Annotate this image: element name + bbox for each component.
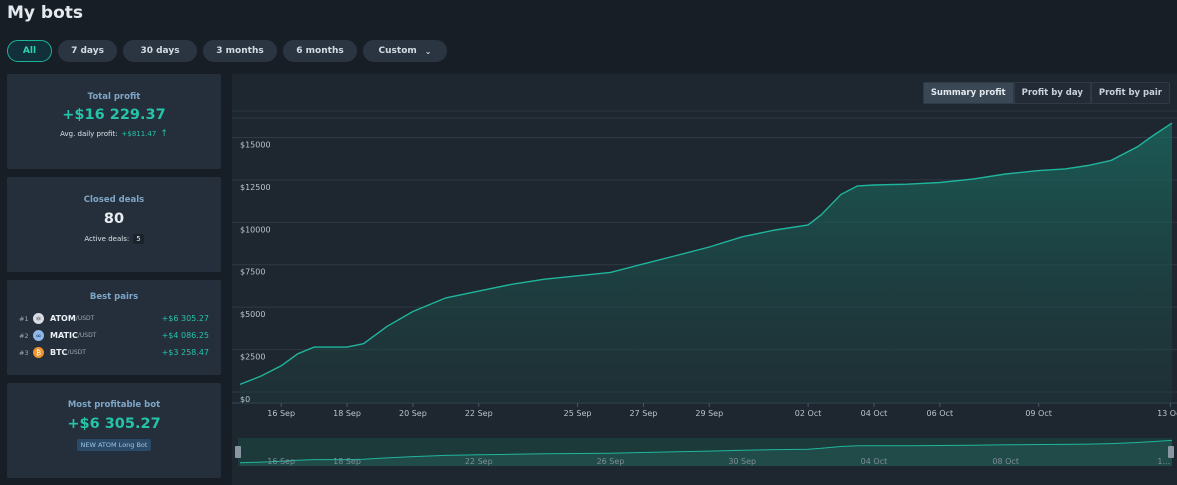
- y-tick-label: $0: [240, 395, 250, 404]
- navigator-left-handle: [235, 446, 241, 458]
- chart-tabs: Summary profit Profit by day Profit by p…: [922, 82, 1170, 104]
- most-profitable-value: +$6 305.27: [67, 416, 161, 432]
- avg-daily-profit: Avg. daily profit: +$811.47 ↑: [60, 129, 168, 139]
- bot-name-badge[interactable]: NEW ATOM Long Bot: [76, 439, 152, 451]
- filter-30-days-button[interactable]: 30 days: [123, 40, 197, 62]
- chevron-down-icon: ⌄: [424, 46, 432, 56]
- summary-profit-chart[interactable]: $0 $2500 $5000 $7500 $10000 $12500 $15000 16 S…: [232, 74, 1177, 485]
- x-tick-label: 22 Sep: [465, 409, 493, 418]
- x-tick-label: 29 Sep: [695, 409, 723, 418]
- total-profit-title: Total profit: [87, 92, 141, 102]
- arrow-up-icon: ↑: [160, 129, 168, 139]
- most-profitable-bot-card: Most profitable bot +$6 305.27 NEW ATOM …: [7, 383, 221, 478]
- navigator-tick-label: 22 Sep: [465, 457, 493, 466]
- list-item[interactable]: #2 ∞ MATIC /USDT +$4 086.25: [19, 330, 209, 341]
- x-tick-label: 13 Oct: [1157, 409, 1177, 418]
- navigator-tick-label: 04 Oct: [861, 457, 888, 466]
- total-profit-value: +$16 229.37: [62, 107, 166, 123]
- y-tick-label: $12500: [240, 183, 271, 192]
- x-tick-label: 16 Sep: [267, 409, 295, 418]
- filter-7-days-button[interactable]: 7 days: [58, 40, 117, 62]
- tab-summary-profit[interactable]: Summary profit: [922, 82, 1014, 104]
- x-tick-label: 04 Oct: [861, 409, 888, 418]
- x-tick-label: 20 Sep: [399, 409, 427, 418]
- list-item[interactable]: #3 ₿ BTC /USDT +$3 258.47: [19, 347, 209, 358]
- x-tick-label: 09 Oct: [1025, 409, 1052, 418]
- list-item[interactable]: #1 ⚛ ATOM /USDT +$6 305.27: [19, 313, 209, 324]
- total-profit-card: Total profit +$16 229.37 Avg. daily prof…: [7, 74, 221, 169]
- filter-custom-button[interactable]: Custom ⌄: [363, 40, 447, 62]
- profit-line: [239, 122, 1173, 386]
- date-filter-bar: All 7 days 30 days 3 months 6 months Cus…: [7, 40, 447, 62]
- filter-all-button[interactable]: All: [7, 40, 52, 62]
- y-tick-label: $7500: [240, 268, 265, 277]
- navigator-tick-label: 26 Sep: [597, 457, 625, 466]
- btc-coin-icon: ₿: [33, 347, 44, 358]
- profit-area: [240, 123, 1172, 403]
- navigator-line: [239, 439, 1173, 464]
- y-tick-label: $10000: [240, 225, 271, 234]
- best-pairs-card: Best pairs #1 ⚛ ATOM /USDT +$6 305.27 #2…: [7, 280, 221, 375]
- page-title: My bots: [7, 3, 84, 23]
- x-tick-label: 06 Oct: [927, 409, 954, 418]
- y-tick-label: $2500: [240, 353, 265, 362]
- closed-deals-card: Closed deals 80 Active deals: 5: [7, 177, 221, 272]
- tab-profit-by-pair[interactable]: Profit by pair: [1090, 82, 1170, 104]
- profit-chart-panel: Summary profit Profit by day Profit by p…: [232, 74, 1177, 485]
- most-profitable-title: Most profitable bot: [67, 400, 161, 410]
- best-pairs-list: #1 ⚛ ATOM /USDT +$6 305.27 #2 ∞ MATIC /U…: [19, 310, 209, 361]
- best-pairs-title: Best pairs: [89, 292, 139, 302]
- active-deals: Active deals: 5: [84, 234, 144, 244]
- filter-3-months-button[interactable]: 3 months: [203, 40, 277, 62]
- navigator-tick-label: 1...: [1157, 457, 1170, 466]
- x-tick-label: 02 Oct: [795, 409, 822, 418]
- navigator-area: [240, 440, 1172, 466]
- y-tick-label: $15000: [240, 140, 271, 149]
- tab-profit-by-day[interactable]: Profit by day: [1013, 82, 1091, 104]
- atom-coin-icon: ⚛: [33, 313, 44, 324]
- navigator-tick-label: 30 Sep: [728, 457, 756, 466]
- closed-deals-value: 80: [103, 211, 125, 227]
- filter-6-months-button[interactable]: 6 months: [283, 40, 357, 62]
- x-tick-label: 27 Sep: [630, 409, 658, 418]
- closed-deals-title: Closed deals: [83, 195, 145, 205]
- navigator-right-handle: [1168, 446, 1174, 458]
- active-deals-count: 5: [133, 234, 144, 244]
- matic-coin-icon: ∞: [33, 330, 44, 341]
- x-tick-label: 25 Sep: [564, 409, 592, 418]
- x-tick-label: 18 Sep: [333, 409, 361, 418]
- navigator-tick-label: 08 Oct: [992, 457, 1019, 466]
- navigator-tick-label: 18 Sep: [333, 457, 361, 466]
- y-tick-label: $5000: [240, 310, 265, 319]
- navigator-tick-label: 16 Sep: [267, 457, 295, 466]
